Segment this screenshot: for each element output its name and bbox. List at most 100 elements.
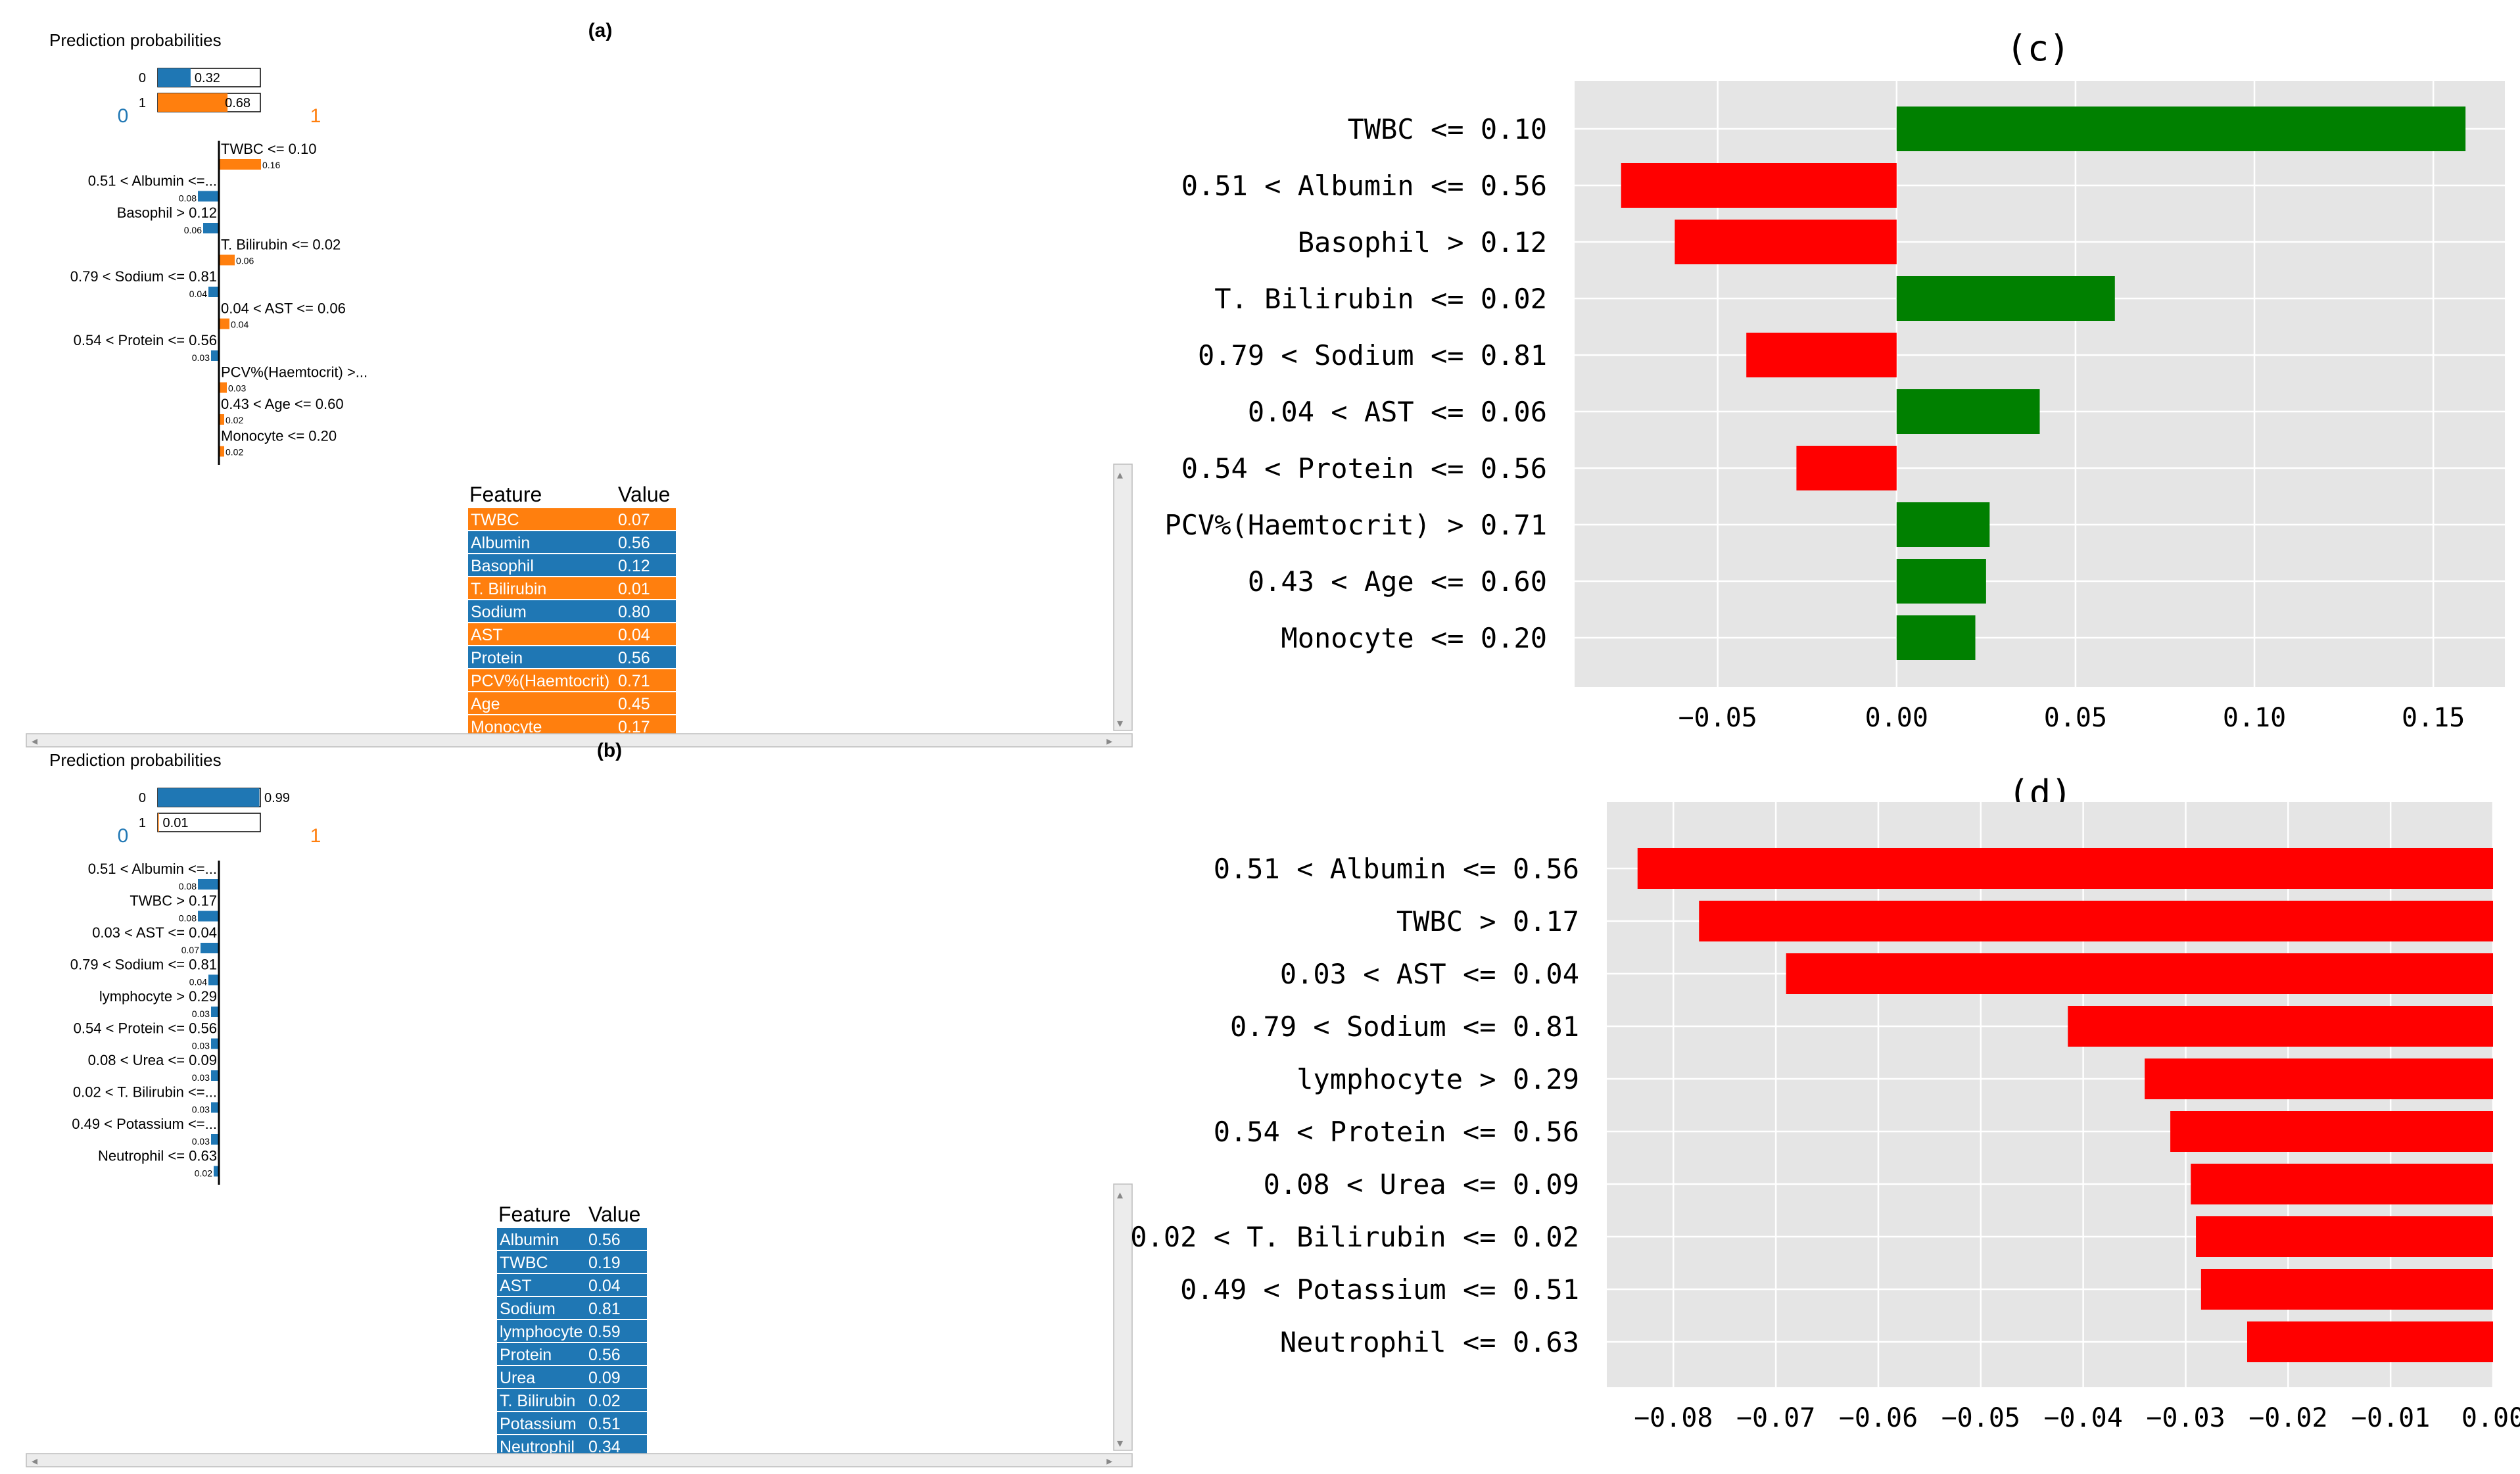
feature-weight-bar — [219, 446, 224, 457]
feature-weight-bar — [211, 1102, 219, 1113]
feature-label: 0.51 < Albumin <=... — [88, 173, 217, 189]
table-row — [497, 1297, 647, 1319]
feature-label: Monocyte <= 0.20 — [221, 428, 337, 444]
prob-bar-value: 0.68 — [225, 96, 250, 110]
y-tick-label: Basophil > 0.12 — [1298, 226, 1547, 258]
feature-label: TWBC <= 0.10 — [221, 141, 317, 157]
table-cell-value: 0.01 — [618, 580, 650, 598]
feature-label: 0.04 < AST <= 0.06 — [221, 300, 346, 317]
table-cell-feature: Albumin — [500, 1231, 559, 1249]
feature-weight-bar — [198, 191, 219, 202]
feature-label: PCV%(Haemtocrit) >... — [221, 364, 368, 381]
table-header-value: Value — [618, 483, 670, 506]
y-tick-label: 0.51 < Albumin <= 0.56 — [1181, 170, 1547, 202]
feature-weight-bar — [211, 1038, 219, 1049]
table-row — [497, 1366, 647, 1388]
feature-label: 0.03 < AST <= 0.04 — [92, 924, 217, 941]
scroll-down-arrow: ▾ — [1117, 1437, 1123, 1450]
table-cell-feature: PCV%(Haemtocrit) — [471, 672, 609, 690]
prob-bar-fill — [158, 68, 191, 87]
table-cell-value: 0.09 — [588, 1369, 621, 1387]
scroll-up-arrow: ▴ — [1117, 468, 1123, 481]
bar-2 — [1621, 163, 1897, 208]
x-tick-label: −0.01 — [2351, 1403, 2430, 1433]
x-tick-label: 0.00 — [1865, 703, 1928, 733]
panel-c-bar-chart: (c) −0.05 0.00 0.05 0.10 0.15 TWBC <= 0.10 0.51… — [1164, 28, 2505, 733]
bar-8 — [1896, 502, 1990, 547]
table-cell-value: 0.81 — [588, 1300, 621, 1318]
prob-class-label: 0 — [139, 71, 146, 85]
feature-weight-value: 0.03 — [192, 1105, 210, 1115]
class-axis-1: 1 — [310, 825, 321, 847]
feature-weight-bar — [219, 414, 224, 425]
feature-weight-bar — [219, 159, 261, 170]
table-row — [468, 531, 676, 553]
x-tick-label: −0.06 — [1839, 1403, 1918, 1433]
x-tick-label: −0.07 — [1736, 1403, 1815, 1433]
feature-weight-bar — [211, 1134, 219, 1145]
y-tick-label: Neutrophil <= 0.63 — [1280, 1326, 1579, 1358]
prob-bar-value: 0.01 — [163, 816, 189, 830]
table-header-value: Value — [588, 1202, 640, 1226]
table-row — [468, 508, 676, 530]
table-cell-value: 0.56 — [618, 649, 650, 667]
x-tick-label: −0.04 — [2043, 1403, 2122, 1433]
feature-weight-bar — [219, 254, 235, 266]
table-cell-feature: Urea — [500, 1369, 535, 1387]
table-row — [468, 669, 676, 691]
table-cell-feature: TWBC — [471, 511, 519, 529]
table-cell-feature: Basophil — [471, 557, 534, 575]
table-cell-value: 0.07 — [618, 511, 650, 529]
table-row — [497, 1274, 647, 1296]
bar-4 — [2068, 1006, 2493, 1047]
feature-weight-value: 0.02 — [226, 447, 243, 458]
feature-weight-value: 0.08 — [179, 881, 197, 892]
table-row — [468, 623, 676, 645]
prob-class-label: 0 — [139, 791, 146, 805]
y-tick-label: 0.79 < Sodium <= 0.81 — [1198, 339, 1547, 371]
feature-weight-value: 0.06 — [184, 225, 202, 235]
feature-weight-bar — [214, 1166, 219, 1177]
table-cell-feature: lymphocyte — [500, 1323, 582, 1341]
feature-label: Neutrophil <= 0.63 — [98, 1148, 217, 1164]
y-tick-label: 0.54 < Protein <= 0.56 — [1214, 1116, 1579, 1148]
prediction-probabilities-title: Prediction probabilities — [49, 750, 222, 770]
prediction-probabilities-title: Prediction probabilities — [49, 30, 222, 50]
bar-7 — [2191, 1164, 2493, 1204]
table-cell-feature: Potassium — [500, 1415, 577, 1433]
x-tick-label: −0.02 — [2248, 1403, 2327, 1433]
prob-bar-fill — [158, 813, 159, 832]
feature-weight-value: 0.03 — [228, 383, 246, 394]
scroll-up-arrow: ▴ — [1117, 1188, 1123, 1201]
table-header-feature: Feature — [498, 1202, 571, 1226]
feature-label: TWBC > 0.17 — [130, 893, 217, 909]
table-cell-value: 0.04 — [588, 1277, 621, 1295]
table-row — [468, 646, 676, 668]
table-cell-value: 0.45 — [618, 695, 650, 713]
prob-bar-fill — [158, 788, 260, 807]
y-tick-label: 0.03 < AST <= 0.04 — [1280, 958, 1579, 990]
feature-weight-bar — [211, 1070, 219, 1081]
bar-8 — [2196, 1216, 2493, 1257]
bar-7 — [1796, 446, 1897, 490]
table-row — [497, 1228, 647, 1250]
feature-weight-bar — [208, 287, 219, 297]
feature-label: 0.79 < Sodium <= 0.81 — [70, 957, 217, 973]
table-row — [497, 1389, 647, 1411]
prob-class-label: 1 — [139, 816, 146, 830]
table-cell-feature: AST — [500, 1277, 532, 1295]
feature-weight-bar — [208, 974, 219, 986]
chart-title: (c) — [2006, 28, 2070, 69]
bar-2 — [1699, 901, 2493, 941]
y-tick-label: 0.02 < T. Bilirubin <= 0.02 — [1130, 1221, 1579, 1253]
bar-5 — [1746, 333, 1897, 377]
table-cell-value: 0.56 — [588, 1231, 621, 1249]
feature-label: 0.79 < Sodium <= 0.81 — [70, 268, 217, 285]
y-tick-label: T. Bilirubin <= 0.02 — [1214, 283, 1547, 315]
bar-1 — [1637, 848, 2493, 889]
table-row — [468, 554, 676, 576]
panel-d-bar-chart: (d)−0.08 −0.07 −0.06 −0.05 −0.04 −0.03 −0.02 −0… — [1130, 773, 2520, 1433]
